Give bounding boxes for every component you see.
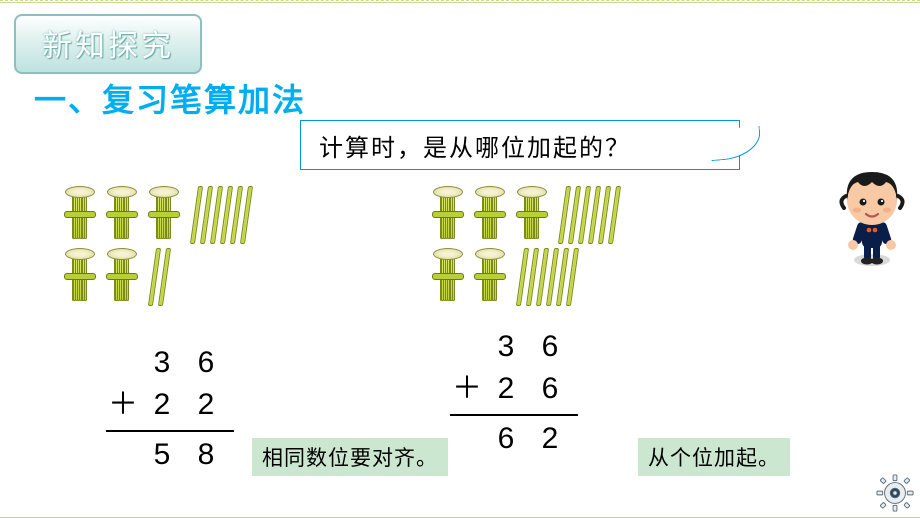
stick-bundle [104,251,140,303]
digit: 6 [528,368,572,410]
stick-bundle [472,189,508,241]
digit: 8 [184,434,228,476]
op-plus: ＋ [450,368,484,410]
digit: 2 [184,384,228,426]
stick-bundle [146,189,182,241]
stick-bundle [472,251,508,303]
note-right: 从个位加起。 [638,438,790,476]
calc-right: 36 ＋26 62 [450,326,578,460]
note-left: 相同数位要对齐。 [252,438,448,476]
top-border [0,0,920,3]
calc-line [106,430,234,432]
digit: 3 [140,342,184,384]
digit: 3 [484,326,528,368]
digit: 5 [140,434,184,476]
digit: 2 [528,418,572,460]
gear-icon [876,474,914,512]
loose-sticks [520,248,575,306]
speech-text: 计算时，是从哪位加起的？ [319,128,631,163]
stick-bundle [430,251,466,303]
digit: 2 [140,384,184,426]
stick-visual-left [62,186,249,310]
stick-bundle [62,189,98,241]
section-title: 一、复习笔算加法 [34,75,306,121]
digit: 2 [484,368,528,410]
calc-line [450,414,578,416]
op-plus: ＋ [106,384,140,426]
boy-avatar [832,160,912,270]
digit: 6 [184,342,228,384]
stick-bundle [62,251,98,303]
calc-left: 36 ＋22 58 [106,342,234,476]
stick-bundle [430,189,466,241]
loose-sticks [152,248,167,306]
stick-bundle [104,189,140,241]
digit: 6 [528,326,572,368]
loose-sticks [562,186,617,244]
digit: 6 [484,418,528,460]
speech-bubble: 计算时，是从哪位加起的？ [300,120,740,170]
stick-bundle [514,189,550,241]
lesson-badge: 新知探究 [14,14,202,74]
loose-sticks [194,186,249,244]
stick-visual-right [430,186,617,310]
